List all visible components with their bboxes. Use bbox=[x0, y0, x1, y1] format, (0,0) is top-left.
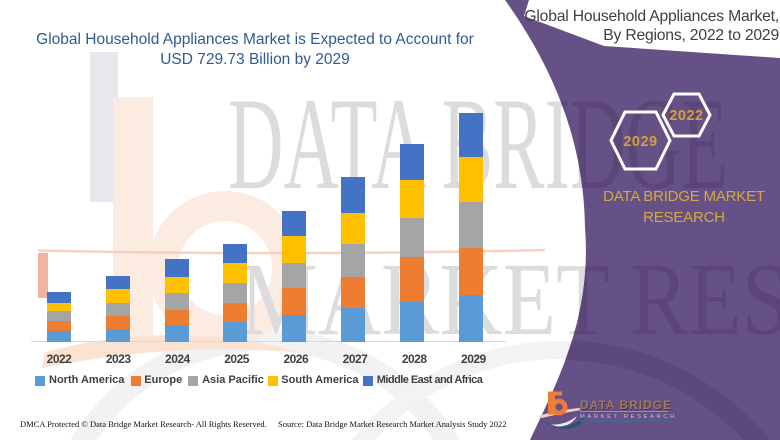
svg-text:2022: 2022 bbox=[669, 108, 703, 124]
svg-text:2029: 2029 bbox=[623, 134, 657, 150]
